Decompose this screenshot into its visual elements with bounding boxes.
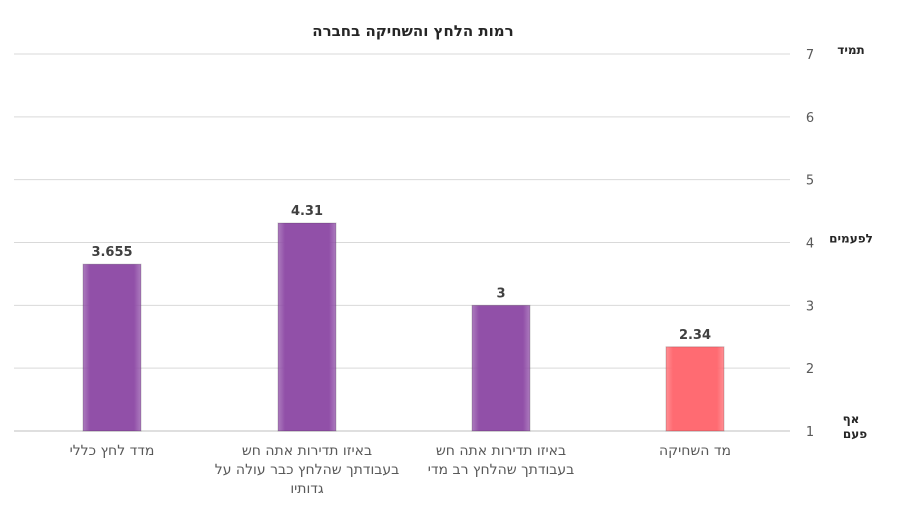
y-tick-label: 4 xyxy=(806,237,814,252)
bars xyxy=(82,222,725,432)
data-labels: 3.655 4.31 3 2.34 xyxy=(91,204,711,343)
y-tick-label: 1 xyxy=(806,425,814,440)
y-axis: 1 2 3 4 5 6 7 xyxy=(806,48,814,440)
y-tick-label: 6 xyxy=(806,111,814,126)
bar xyxy=(471,304,531,432)
data-label: 4.31 xyxy=(291,204,323,219)
gridlines xyxy=(14,53,790,432)
chart-title: רמות הלחץ והשחיקה בחברה xyxy=(312,22,513,40)
scale-label: לפעמים xyxy=(829,232,873,246)
data-label: 3 xyxy=(496,286,505,301)
data-label: 2.34 xyxy=(679,328,711,343)
x-tick-label: מדד לחץ כללי xyxy=(70,443,155,459)
x-axis: מדד לחץ כללי באיזו תדירות אתה חש בעבודתך ש… xyxy=(70,443,731,497)
scale-label: תמיד xyxy=(837,43,864,57)
y-tick-label: 7 xyxy=(806,48,814,63)
y-tick-label: 3 xyxy=(806,299,814,314)
scale-labels: תמיד לפעמים אף פעם xyxy=(829,43,873,441)
y-tick-label: 5 xyxy=(806,174,814,189)
x-tick-label: באיזו תדירות אתה חש בעבודתך שהלחץ כבר עול… xyxy=(215,443,399,497)
bar xyxy=(277,222,337,432)
scale-label: אף פעם xyxy=(843,412,868,441)
y-tick-label: 2 xyxy=(806,362,814,377)
x-tick-label: באיזו תדירות אתה חש בעבודתך שהלחץ רב מדי xyxy=(428,443,574,478)
bar xyxy=(82,263,142,432)
bar xyxy=(665,346,725,432)
x-tick-label: מד השחיקה xyxy=(659,443,731,459)
data-label: 3.655 xyxy=(91,245,132,260)
